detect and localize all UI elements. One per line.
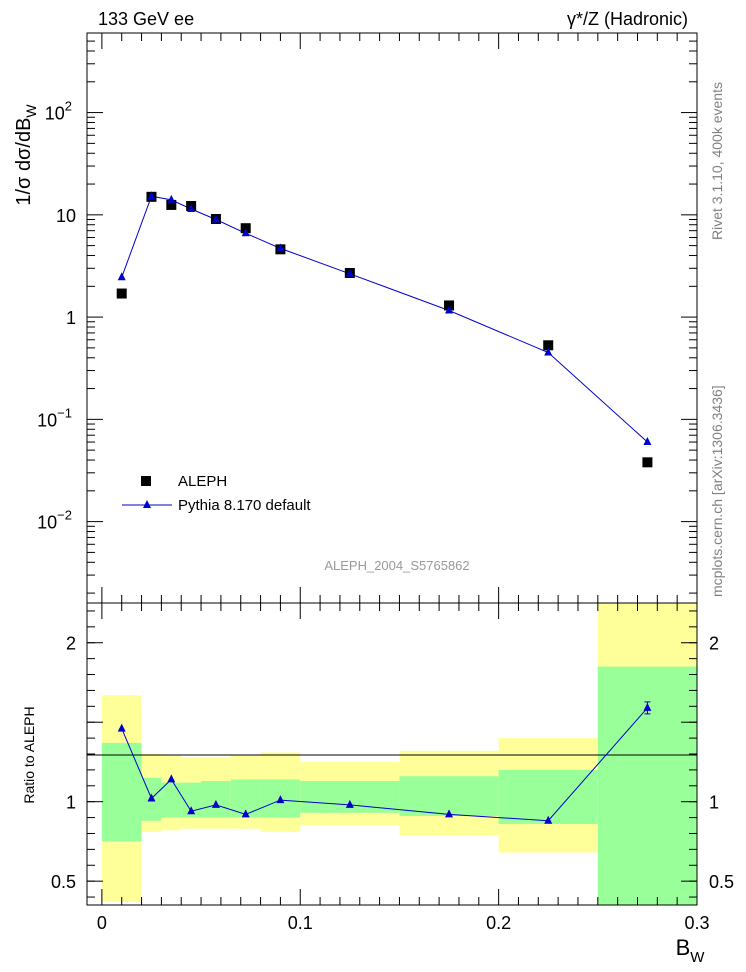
ratio-point — [187, 806, 196, 815]
y-tick-label: 102 — [45, 99, 72, 124]
ratio-x-ticks: 0 0.1 0.2 0.3 — [97, 603, 710, 933]
aleph-point — [116, 288, 127, 299]
ratio-point — [117, 723, 126, 732]
ratio-y-tick-label-right: 2 — [709, 634, 719, 654]
ratio-series — [117, 701, 652, 824]
main-y-ticks: 10−2 10−1 1 10 102 — [37, 32, 697, 594]
ratio-panel: 0.5 0.5 1 1 2 2 0 0.1 0.2 0.3 Ratio to ALEPH BW — [21, 602, 734, 966]
pythia-line — [121, 195, 648, 443]
ratio-band-inner — [498, 769, 598, 824]
ratio-y-tick-label-left: 0.5 — [51, 872, 76, 892]
ratio-y-tick-label-left: 1 — [66, 793, 76, 813]
pythia-point — [276, 243, 285, 252]
rivet-label: Rivet 3.1.10, 400k events — [709, 82, 725, 240]
main-ylabel: 1/σ dσ/dBW — [13, 104, 39, 206]
pythia-point — [345, 268, 354, 277]
aleph-point — [543, 340, 554, 351]
x-tick-label: 0 — [97, 913, 107, 933]
ratio-band-inner — [399, 776, 499, 816]
y-tick-label: 1 — [66, 308, 76, 328]
y-tick-exponent: 2 — [65, 99, 72, 114]
ratio-point — [276, 795, 285, 804]
y-tick-label: 10−1 — [37, 405, 72, 430]
legend-marker-aleph — [141, 476, 151, 486]
pythia-point — [445, 305, 454, 314]
main-x-ticks — [101, 33, 698, 603]
y-tick-label: 10 — [56, 206, 76, 226]
pythia-point — [211, 214, 220, 223]
chart-header-left: 133 GeV ee — [98, 9, 194, 29]
watermark: ALEPH_2004_S5765862 — [324, 558, 469, 573]
ratio-y-tick-label-right: 1 — [709, 793, 719, 813]
main-frame — [86, 32, 698, 604]
ratio-y-ticks: 0.5 0.5 1 1 2 2 — [51, 610, 734, 898]
legend-label-pythia: Pythia 8.170 default — [178, 497, 311, 514]
main-panel: 10−2 10−1 1 10 102 ALEPH_2004_S5765862 1/σ d… — [13, 32, 698, 604]
pythia-point — [241, 228, 250, 237]
ratio-ylabel: Ratio to ALEPH — [21, 706, 37, 803]
ratio-band-inner — [181, 782, 202, 818]
ratio-point — [544, 815, 553, 824]
x-tick-label: 0.3 — [684, 913, 709, 933]
pythia-point — [544, 347, 553, 356]
y-tick-exponent: −1 — [57, 405, 72, 420]
ratio-bands — [101, 603, 697, 905]
legend-label-aleph: ALEPH — [178, 473, 227, 490]
ratio-point — [345, 799, 354, 808]
y-tick-exponent: −2 — [57, 508, 72, 523]
ratio-point — [241, 809, 250, 818]
chart-header-right: γ*/Z (Hadronic) — [567, 9, 688, 29]
pythia-point — [187, 204, 196, 213]
aleph-point — [642, 457, 653, 468]
ratio-point — [147, 793, 156, 802]
pythia-point — [167, 194, 176, 203]
ratio-point — [445, 809, 454, 818]
pythia-point — [643, 437, 652, 446]
mcplots-label: mcplots.cern.ch [arXiv:1306.3436] — [709, 385, 725, 597]
aleph-point — [166, 199, 177, 210]
aleph-point — [444, 300, 455, 311]
ratio-point — [167, 774, 176, 783]
ratio-band-inner — [161, 782, 182, 818]
main-series — [116, 191, 653, 468]
pythia-point — [117, 272, 126, 281]
legend-marker-pythia — [143, 500, 151, 508]
x-tick-label: 0.1 — [288, 913, 313, 933]
x-tick-label: 0.2 — [486, 913, 511, 933]
ratio-band-inner — [101, 742, 142, 842]
y-tick-label: 10−2 — [37, 508, 72, 533]
ratio-xlabel: BW — [676, 935, 706, 966]
legend: ALEPH Pythia 8.170 default — [122, 473, 311, 514]
aleph-point — [240, 223, 251, 234]
ratio-point — [211, 799, 220, 808]
ratio-band-inner — [201, 781, 231, 818]
ratio-y-tick-label-left: 2 — [66, 634, 76, 654]
ratio-y-tick-label-right: 0.5 — [709, 872, 734, 892]
pythia-point — [147, 191, 156, 200]
